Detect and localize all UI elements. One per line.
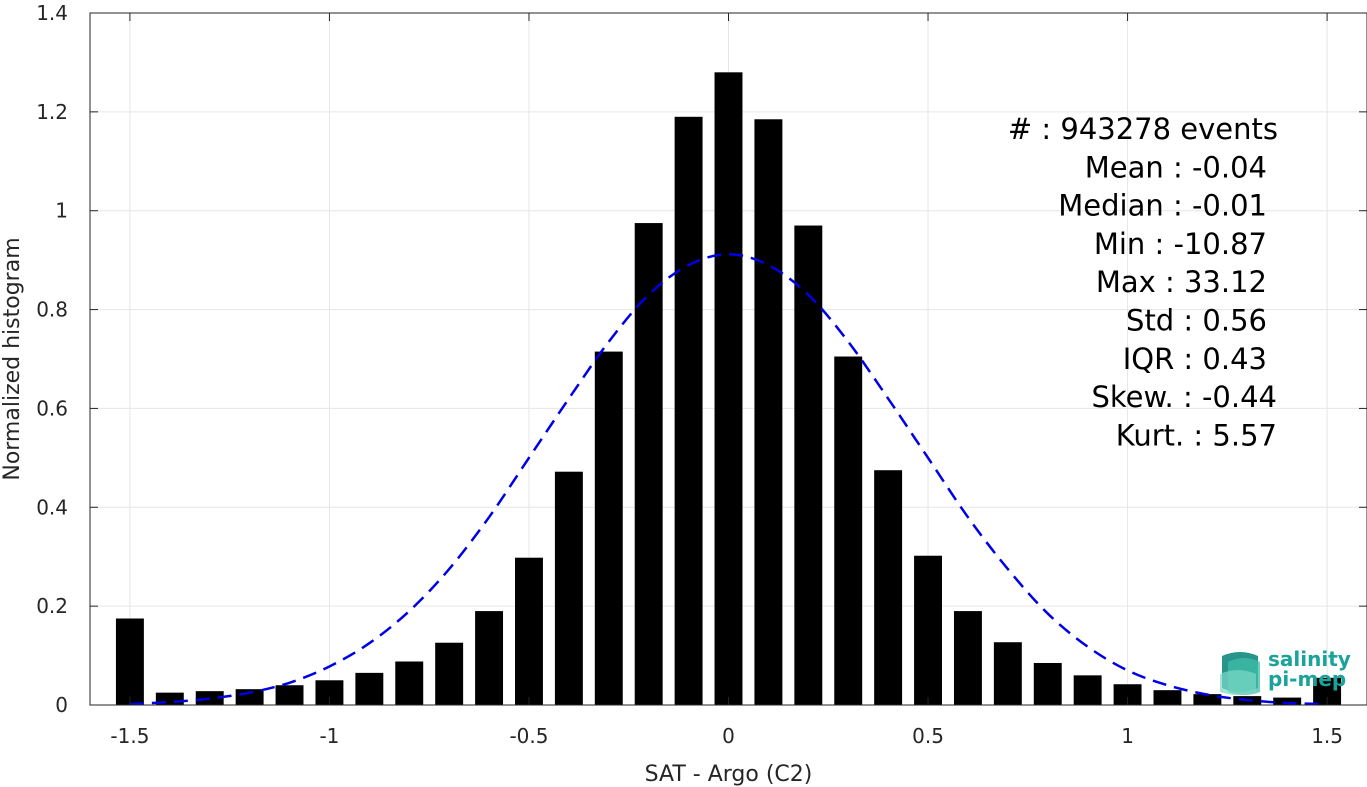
histogram-bar	[794, 225, 823, 706]
y-tick-label: 0	[55, 693, 68, 717]
histogram-bar	[115, 618, 144, 705]
stat-line: Kurt. : 5.57	[1116, 418, 1277, 452]
statistics-box: # : 943278 events Mean : -0.04 Median : -0…	[1008, 112, 1278, 452]
histogram-bar	[874, 470, 903, 705]
x-axis-ticks: -1.5 -1 -0.5 0 0.5 1 1.5	[110, 13, 1343, 748]
normal-fit-curve	[129, 252, 1328, 706]
salinity-pimep-logo: salinity pi-mep	[1220, 647, 1351, 695]
y-tick-label: 1.4	[36, 1, 68, 25]
y-tick-label: 1	[55, 199, 68, 223]
x-tick-label: 0	[722, 724, 735, 748]
histogram-bar	[515, 557, 543, 705]
histogram-bar	[475, 611, 504, 705]
x-axis-label: SAT - Argo (C2)	[645, 762, 813, 787]
x-tick-label: -1	[319, 724, 339, 748]
histogram-bar	[1153, 690, 1182, 705]
histogram-bar	[714, 72, 743, 706]
histogram-bar	[1273, 697, 1302, 705]
histogram-bar	[674, 116, 703, 706]
histogram-bar	[1113, 684, 1142, 705]
histogram-bar	[634, 223, 663, 706]
histogram-bar	[554, 471, 583, 705]
stat-line: Max : 33.12	[1096, 265, 1267, 299]
histogram-bar	[435, 642, 464, 705]
histogram-bar	[594, 351, 623, 705]
histogram-bar	[834, 356, 863, 705]
histogram-bar	[1033, 662, 1062, 705]
histogram-bar	[395, 661, 424, 705]
histogram-bar	[1073, 675, 1102, 705]
y-axis-label: Normalized histogram	[0, 237, 25, 480]
x-tick-label: 1	[1121, 724, 1134, 748]
stat-line: IQR : 0.43	[1123, 342, 1267, 376]
x-tick-label: -0.5	[509, 724, 548, 748]
stat-line: Min : -10.87	[1094, 227, 1267, 261]
logo-line2: pi-mep	[1268, 667, 1346, 691]
histogram-bar	[993, 642, 1022, 705]
histogram-bar	[754, 119, 783, 706]
x-tick-label: 0.5	[912, 724, 944, 748]
stat-line: Mean : -0.04	[1085, 150, 1267, 184]
histogram-bar	[914, 555, 942, 705]
logo-waves-icon	[1220, 652, 1260, 695]
y-tick-label: 0.6	[36, 396, 68, 420]
y-axis-ticks: 0 0.2 0.4 0.6 0.8 1 1.2 1.4	[36, 1, 1367, 717]
stat-line: Skew. : -0.44	[1091, 380, 1277, 414]
histogram-bar	[1193, 694, 1222, 705]
stat-line: Std : 0.56	[1126, 304, 1267, 338]
stat-line: # : 943278 events	[1008, 112, 1278, 146]
y-tick-label: 0.2	[36, 594, 68, 618]
y-tick-label: 0.8	[36, 298, 68, 322]
stat-line: Median : -0.01	[1058, 189, 1267, 223]
histogram-bar	[953, 611, 982, 705]
histogram-bar	[355, 672, 384, 705]
histogram-bars	[115, 72, 1342, 706]
x-tick-label: 1.5	[1311, 724, 1343, 748]
y-tick-label: 1.2	[36, 100, 68, 124]
y-tick-label: 0.4	[36, 495, 68, 519]
logo-line1: salinity	[1268, 647, 1351, 671]
histogram-bar	[195, 691, 224, 705]
x-tick-label: -1.5	[110, 724, 149, 748]
histogram-bar	[275, 685, 304, 705]
